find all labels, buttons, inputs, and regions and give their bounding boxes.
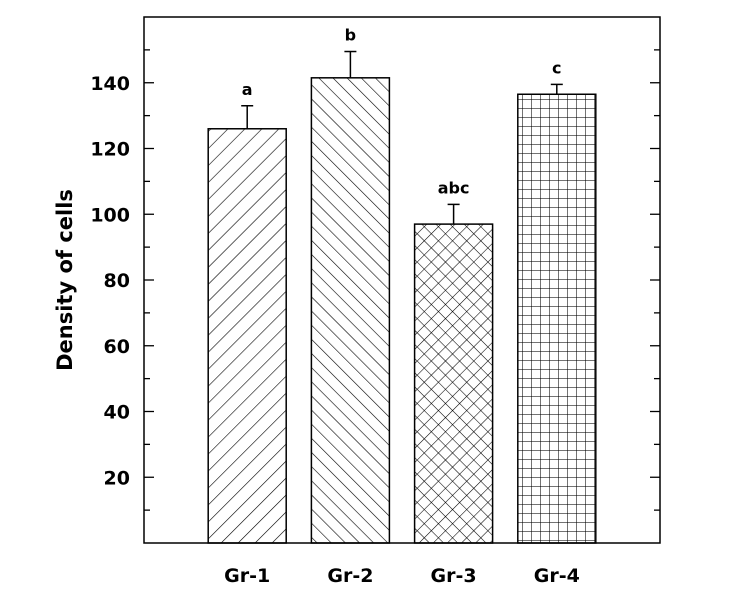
x-tick-label: Gr-2: [327, 565, 373, 587]
bar-gr-4: [517, 93, 597, 544]
y-tick-label: 100: [90, 204, 130, 226]
bar-gr-2: [310, 77, 391, 544]
x-tick-label: Gr-1: [224, 565, 270, 587]
y-tick-label: 40: [104, 402, 130, 424]
y-axis-ticks: 20 40 60 80 100 120 140: [90, 49, 660, 511]
significance-label: abc: [438, 178, 470, 197]
bar-gr-3: [413, 223, 494, 544]
bar-gr-1: [207, 128, 287, 544]
significance-label: a: [242, 80, 253, 99]
y-tick-label: 120: [90, 139, 130, 161]
y-tick-label: 20: [104, 467, 130, 489]
y-axis-title: Density of cells: [53, 189, 77, 371]
y-tick-label: 60: [104, 336, 130, 358]
significance-label: b: [345, 26, 356, 45]
y-tick-label: 140: [90, 73, 130, 95]
significance-label: c: [552, 58, 561, 77]
x-axis-labels: Gr-1 Gr-2 Gr-3 Gr-4: [224, 565, 580, 587]
bars: a b abc c: [207, 26, 597, 544]
y-tick-label: 80: [104, 270, 130, 292]
x-tick-label: Gr-3: [431, 565, 477, 587]
x-tick-label: Gr-4: [534, 565, 580, 587]
